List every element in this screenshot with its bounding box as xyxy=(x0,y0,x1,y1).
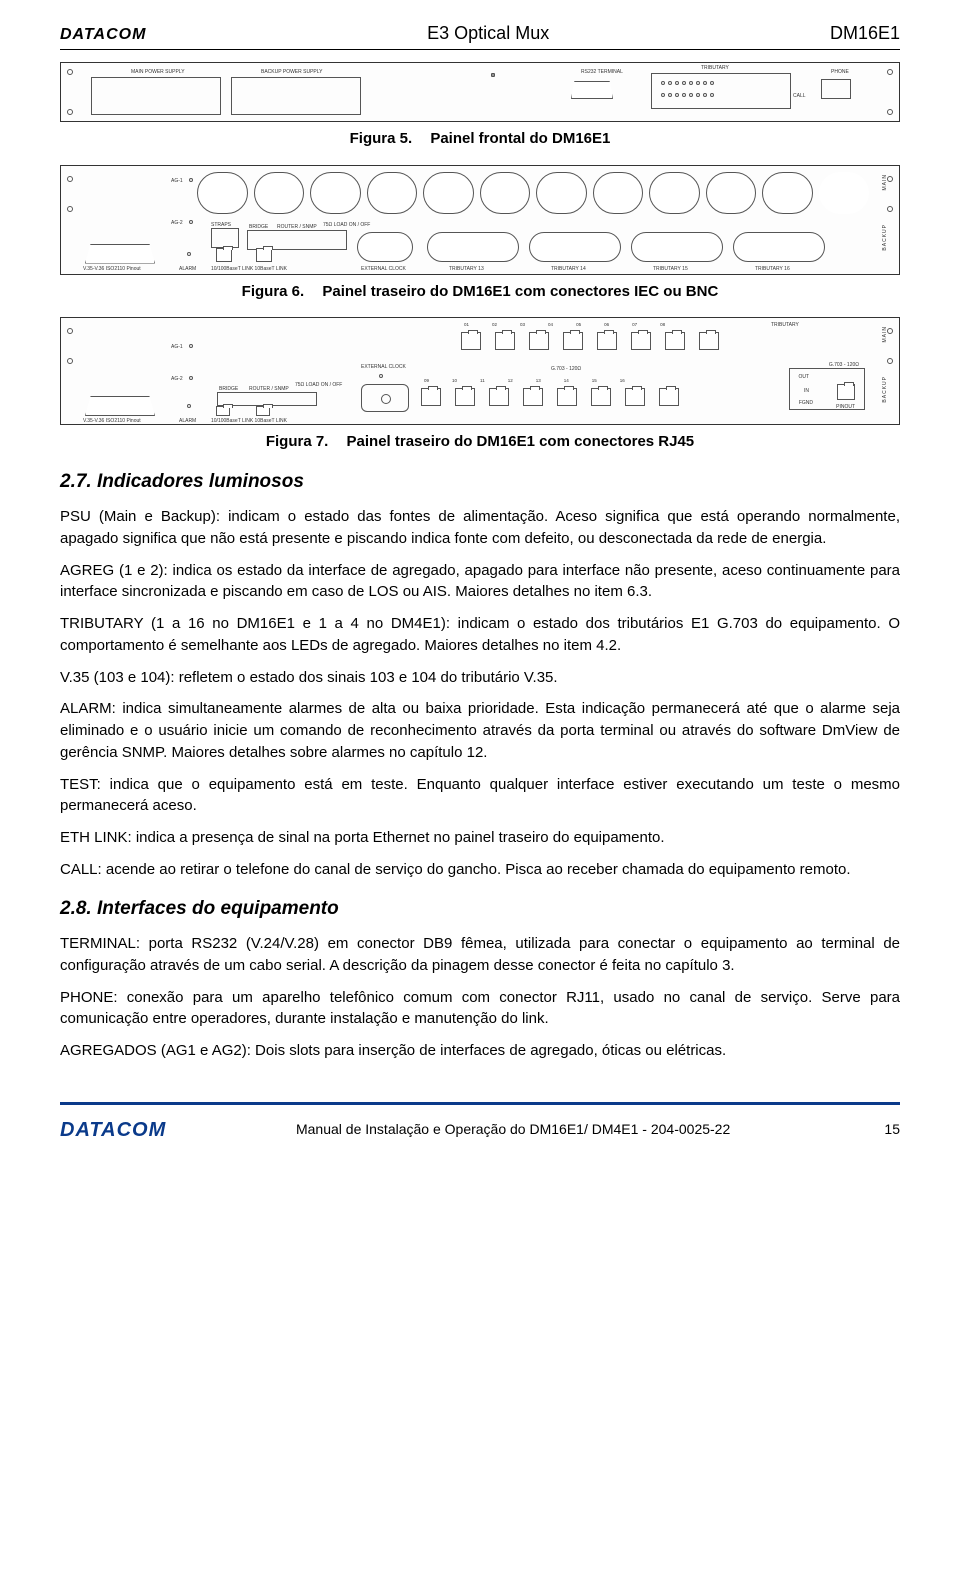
tributary-label: TRIBUTARY xyxy=(701,65,729,73)
doc-model: DM16E1 xyxy=(830,20,900,47)
pins-out: OUT xyxy=(798,374,809,382)
g703-label: G.703 - 120Ω xyxy=(551,366,581,374)
pinout-lbl: PINOUT xyxy=(836,404,855,412)
p-terminal: TERMINAL: porta RS232 (V.24/V.28) em con… xyxy=(60,933,900,977)
pinout-label-2: V.35-V.36 ISO2110 Pinout xyxy=(83,418,141,426)
logo: DATACOM xyxy=(60,23,146,47)
figure5-caption: Figura 5. Painel frontal do DM16E1 xyxy=(60,128,900,151)
doc-title: E3 Optical Mux xyxy=(427,20,549,47)
pinout-label: V.35-V.36 ISO2110 Pinout xyxy=(83,266,141,274)
phone-label: PHONE xyxy=(831,69,849,77)
extclock-2: EXTERNAL CLOCK xyxy=(361,364,406,372)
p-alarm: ALARM: indica simultaneamente alarmes de… xyxy=(60,698,900,763)
main-vert: MAIN xyxy=(882,174,890,191)
load-2: 75Ω LOAD ON / OFF xyxy=(295,382,342,390)
figure-back-iec: AG-1 AG-2 V.35-V.36 ISO2110 Pinout ALARM… xyxy=(60,165,900,275)
call-label: CALL xyxy=(793,93,806,101)
g703b-label: G.703 - 120Ω xyxy=(829,362,859,370)
main-psu-label: MAIN POWER SUPPLY xyxy=(131,69,185,77)
footer-page: 15 xyxy=(860,1119,900,1140)
alarm-label-2: ALARM xyxy=(179,418,196,426)
figure7-num: Figura 7. xyxy=(266,433,329,450)
section-2-8-heading: 2.8. Interfaces do equipamento xyxy=(60,895,900,924)
rs232-label: RS232 TERMINAL xyxy=(581,69,623,77)
p-agregados: AGREGADOS (AG1 e AG2): Dois slots para i… xyxy=(60,1040,900,1062)
ag1-label: AG-1 xyxy=(171,178,183,186)
section-2-7-heading: 2.7. Indicadores luminosos xyxy=(60,468,900,497)
ag1-label-2: AG-1 xyxy=(171,344,183,352)
figure5-text: Painel frontal do DM16E1 xyxy=(430,130,610,147)
figure7-caption: Figura 7. Painel traseiro do DM16E1 com … xyxy=(60,431,900,454)
figure-back-rj45: AG-1 AG-2 V.35-V.36 ISO2110 Pinout ALARM… xyxy=(60,317,900,425)
page-header: DATACOM E3 Optical Mux DM16E1 xyxy=(60,20,900,50)
trib16: TRIBUTARY 16 xyxy=(755,266,790,274)
eth-label: 10/100BaseT LINK 10BaseT LINK xyxy=(211,266,287,274)
p-ethlink: ETH LINK: indica a presença de sinal na … xyxy=(60,827,900,849)
figure-front-panel: MAIN POWER SUPPLY BACKUP POWER SUPPLY RS… xyxy=(60,62,900,122)
alarm-label: ALARM xyxy=(179,266,196,274)
load-label: 75Ω LOAD ON / OFF xyxy=(323,222,370,230)
pins-in: IN xyxy=(804,388,809,396)
p-phone: PHONE: conexão para um aparelho telefôni… xyxy=(60,987,900,1031)
ag2-label: AG-2 xyxy=(171,220,183,228)
p-call: CALL: acende ao retirar o telefone do ca… xyxy=(60,859,900,881)
figure6-num: Figura 6. xyxy=(242,283,305,300)
figure6-text: Painel traseiro do DM16E1 com conectores… xyxy=(322,283,718,300)
eth-2: 10/100BaseT LINK 10BaseT LINK xyxy=(211,418,287,426)
p-tributary: TRIBUTARY (1 a 16 no DM16E1 e 1 a 4 no D… xyxy=(60,613,900,657)
p-agreg: AGREG (1 e 2): indica os estado da inter… xyxy=(60,560,900,604)
main-vert-2: MAIN xyxy=(882,326,890,343)
trib13: TRIBUTARY 13 xyxy=(449,266,484,274)
trib15: TRIBUTARY 15 xyxy=(653,266,688,274)
ag2-label-2: AG-2 xyxy=(171,376,183,384)
tributary-leds-top xyxy=(661,81,714,85)
p-psu: PSU (Main e Backup): indicam o estado da… xyxy=(60,506,900,550)
tributary-2: TRIBUTARY xyxy=(771,322,799,330)
backup-psu-label: BACKUP POWER SUPPLY xyxy=(261,69,323,77)
tributary-leds-bottom xyxy=(661,93,714,97)
p-test: TEST: indica que o equipamento está em t… xyxy=(60,774,900,818)
p-v35: V.35 (103 e 104): refletem o estado dos … xyxy=(60,667,900,689)
footer-text: Manual de Instalação e Operação do DM16E… xyxy=(296,1119,730,1140)
backup-vert-2: BACKUP xyxy=(882,376,890,403)
pins-fgnd: FGND xyxy=(799,400,813,408)
figure7-text: Painel traseiro do DM16E1 com conectores… xyxy=(347,433,695,450)
extclock-label: EXTERNAL CLOCK xyxy=(361,266,406,274)
backup-vert: BACKUP xyxy=(882,224,890,251)
trib14: TRIBUTARY 14 xyxy=(551,266,586,274)
figure5-num: Figura 5. xyxy=(350,130,413,147)
figure6-caption: Figura 6. Painel traseiro do DM16E1 com … xyxy=(60,281,900,304)
footer-logo: DATACOM xyxy=(60,1115,166,1145)
page-footer: DATACOM Manual de Instalação e Operação … xyxy=(60,1102,900,1145)
